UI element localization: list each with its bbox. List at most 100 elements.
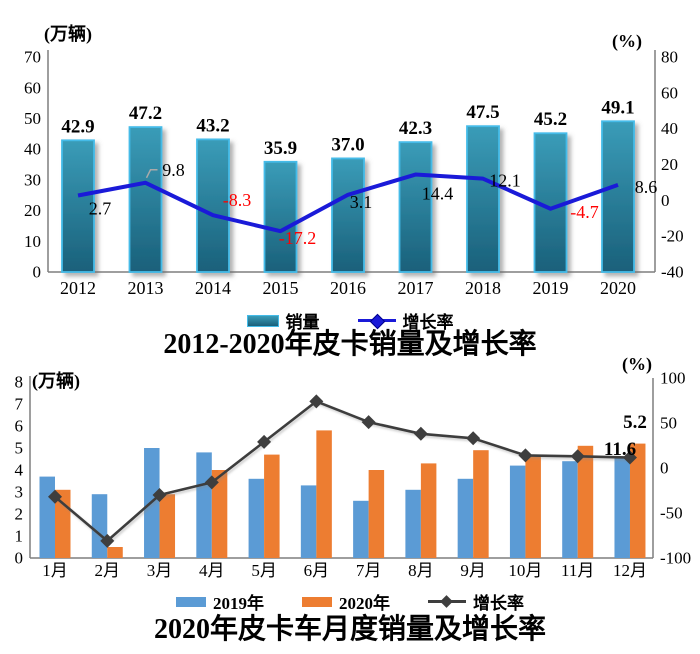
bar-2019-10月 bbox=[509, 465, 526, 558]
year-label: 2020 bbox=[600, 278, 636, 298]
legend-label-2020: 2020年 bbox=[339, 594, 390, 613]
sales-value-label: 45.2 bbox=[534, 109, 567, 130]
bar-2020-8月 bbox=[420, 463, 437, 558]
legend-item-growth: 增长率 bbox=[357, 308, 454, 333]
annual-sales-chart-canvas: (万辆) (%) 0 10 20 30 40 50 60 70 -40 -20 0 20 40 60 80 42.… bbox=[24, 23, 684, 298]
left-axis-tick: 20 bbox=[24, 201, 41, 220]
growth-value-label: 2.7 bbox=[89, 198, 112, 218]
sales-value-label: 49.1 bbox=[601, 97, 634, 118]
sales-bar-2018 bbox=[466, 125, 500, 273]
right-axis-tick: 50 bbox=[660, 414, 677, 433]
bar-2019-1月 bbox=[39, 476, 55, 558]
right-axis-tick: 60 bbox=[661, 83, 678, 102]
monthly-chart-title: 2020年皮卡车月度销量及增长率 bbox=[153, 614, 546, 645]
bar-2019-8月 bbox=[405, 489, 421, 558]
annual-chart-title: 2012-2020年皮卡销量及增长率 bbox=[163, 329, 537, 360]
left-axis-tick: 6 bbox=[15, 417, 24, 436]
right-axis-tick: 80 bbox=[661, 47, 678, 66]
sales-bar-2013 bbox=[128, 126, 163, 273]
growth-marker-3月 bbox=[152, 488, 167, 502]
year-label: 2018 bbox=[465, 278, 501, 298]
sales-value-label: 37.0 bbox=[331, 134, 364, 155]
year-label: 2013 bbox=[128, 278, 164, 298]
month-label: 8月 bbox=[408, 561, 434, 580]
sales-bar-2014 bbox=[196, 138, 230, 273]
diamond-marker-icon bbox=[369, 313, 385, 330]
dec-growth-label: 11.6 bbox=[604, 439, 636, 460]
month-label: 4月 bbox=[199, 561, 225, 580]
left-axis-unit-label: (万辆) bbox=[32, 370, 80, 392]
growth-marker-1月 bbox=[48, 489, 62, 504]
right-axis-tick: 100 bbox=[660, 369, 686, 388]
growth-marker-8月 bbox=[413, 426, 428, 441]
growth-value-label: -17.2 bbox=[279, 228, 317, 248]
growth-marker-4月 bbox=[204, 475, 219, 490]
left-axis-unit-label: (万辆) bbox=[44, 23, 92, 45]
label-leader-line bbox=[145, 169, 158, 179]
bar-2020-swatch bbox=[302, 596, 332, 607]
growth-marker-6月 bbox=[309, 394, 324, 409]
bar-2019-5月 bbox=[248, 478, 265, 558]
bar-2020-2月 bbox=[107, 547, 123, 558]
sales-bar-2020 bbox=[601, 120, 635, 273]
legend-item-monthly-growth: 增长率 bbox=[428, 589, 524, 614]
growth-marker-10月 bbox=[518, 448, 533, 463]
right-axis-tick: 40 bbox=[661, 119, 678, 138]
growth-marker-11月 bbox=[570, 449, 585, 464]
bar-2020-5月 bbox=[264, 454, 280, 558]
growth-marker-2月 bbox=[100, 533, 115, 548]
left-axis-tick: 1 bbox=[15, 527, 24, 546]
right-axis-tick: -20 bbox=[661, 227, 684, 246]
bar-2019-11月 bbox=[562, 461, 578, 558]
month-label: 3月 bbox=[147, 561, 173, 580]
growth-marker-5月 bbox=[257, 434, 272, 449]
bar-2020-6月 bbox=[316, 430, 332, 558]
bar-2020-4月 bbox=[211, 470, 228, 558]
right-axis-tick: -100 bbox=[660, 549, 691, 568]
month-label: 11月 bbox=[561, 561, 594, 580]
bar-2019-7月 bbox=[353, 500, 369, 558]
sales-value-label: 42.9 bbox=[61, 116, 94, 137]
monthly-growth-line bbox=[54, 400, 631, 543]
left-axis-tick: 0 bbox=[33, 263, 42, 282]
bar-2020-12月 bbox=[629, 443, 646, 558]
growth-value-label: 3.1 bbox=[350, 192, 373, 212]
month-label: 1月 bbox=[42, 561, 68, 580]
sales-bar-2016 bbox=[331, 157, 365, 273]
year-label: 2016 bbox=[330, 278, 366, 298]
month-label: 6月 bbox=[304, 561, 330, 580]
month-label: 10月 bbox=[508, 561, 542, 580]
sales-value-label: 42.3 bbox=[399, 118, 432, 139]
growth-marker-7月 bbox=[361, 415, 376, 430]
growth-line bbox=[77, 172, 619, 234]
sales-bar-2012 bbox=[61, 139, 95, 273]
monthly-sales-chart-canvas: (万辆) (%) 0 1 2 3 4 5 6 7 8 -100 -50 0 50 100 5.2 11.6 1月 2月… bbox=[15, 354, 692, 580]
left-axis-tick: 7 bbox=[15, 395, 24, 414]
monthly-growth-line-swatch bbox=[428, 595, 466, 608]
bar-2020-11月 bbox=[577, 445, 594, 558]
left-axis-tick: 60 bbox=[24, 78, 41, 97]
left-axis-tick: 2 bbox=[15, 505, 24, 524]
year-label: 2017 bbox=[398, 278, 434, 298]
right-axis-tick: 0 bbox=[661, 191, 670, 210]
sales-value-label: 35.9 bbox=[264, 138, 297, 159]
right-axis-tick: 0 bbox=[660, 459, 669, 478]
legend-label-2019: 2019年 bbox=[213, 594, 264, 613]
legend-label-monthly-growth: 增长率 bbox=[473, 594, 524, 613]
bar-2019-6月 bbox=[300, 485, 317, 558]
sales-bar-2017 bbox=[398, 141, 433, 273]
sales-bar-2015 bbox=[263, 160, 298, 273]
sales-value-label: 47.5 bbox=[466, 102, 499, 123]
sales-value-label: 47.2 bbox=[129, 103, 162, 124]
growth-value-label: -8.3 bbox=[223, 190, 252, 210]
monthly-chart-legend: 2019年 2020年 增长率 bbox=[0, 589, 700, 614]
legend-label-sales: 销量 bbox=[285, 313, 320, 332]
growth-value-label: 14.4 bbox=[422, 184, 454, 204]
growth-line-swatch bbox=[357, 313, 396, 330]
bar-2019-12月 bbox=[614, 456, 630, 558]
month-label: 5月 bbox=[251, 561, 277, 580]
left-axis-tick: 3 bbox=[15, 483, 24, 502]
year-label: 2019 bbox=[533, 278, 569, 298]
bar-2019-9月 bbox=[457, 478, 474, 558]
legend-item-sales: 销量 bbox=[246, 308, 320, 333]
